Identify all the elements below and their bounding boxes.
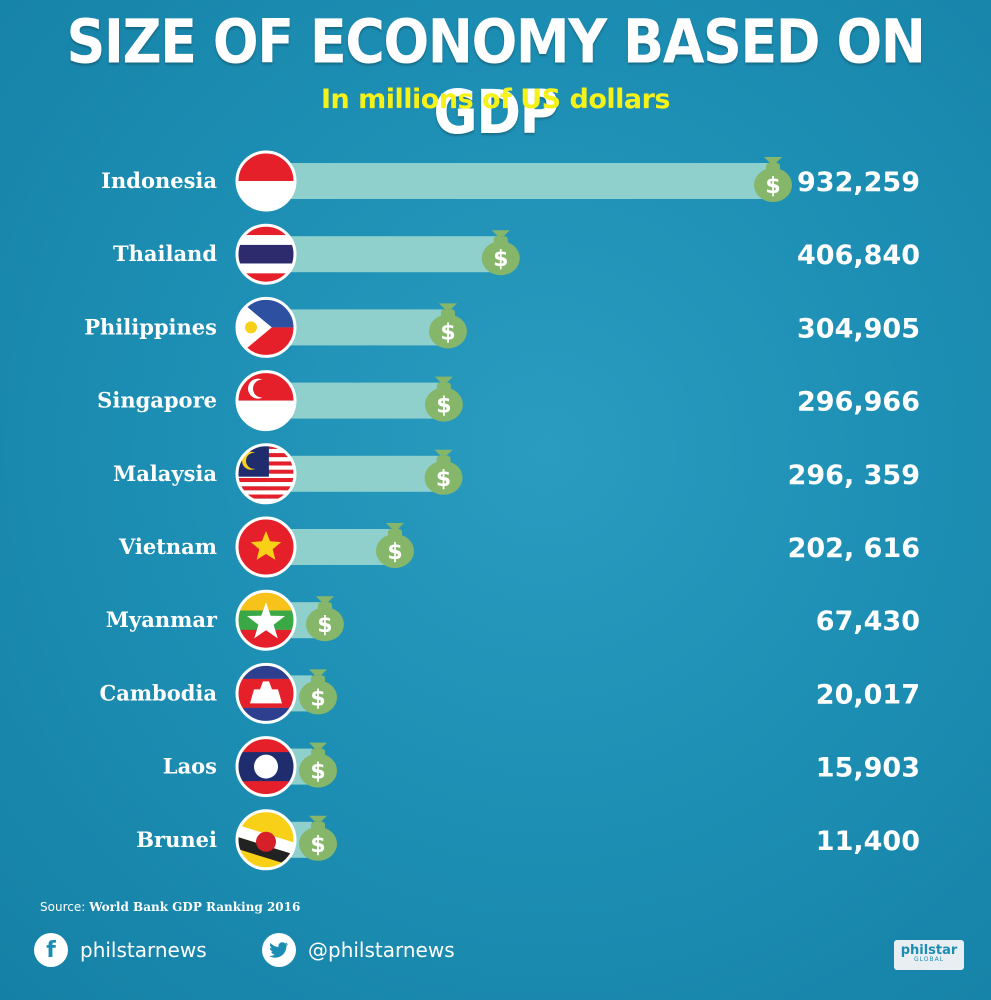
myanmar-flag: [235, 589, 297, 651]
bar-row: Philippines $304,905: [84, 296, 920, 358]
category-label: Vietnam: [118, 534, 217, 559]
moneybag-icon: $: [305, 596, 344, 642]
svg-text:$: $: [310, 833, 325, 858]
moneybag-icon: $: [299, 815, 337, 861]
source-prefix: Source:: [40, 900, 86, 914]
value-label: 202, 616: [788, 533, 920, 564]
moneybag-icon: $: [424, 376, 463, 422]
value-label: 296, 359: [788, 460, 920, 491]
chart-title: SIZE OF ECONOMY BASED ON GDP: [66, 6, 926, 148]
indonesia-flag: [235, 150, 297, 212]
svg-text:$: $: [765, 174, 780, 199]
twitter-link[interactable]: @philstarnews: [262, 932, 455, 968]
moneybag-icon: $: [481, 230, 520, 276]
bar-row: Singapore $296,966: [97, 370, 920, 432]
bar-row: Laos $15,903: [163, 736, 920, 798]
brunei-flag: [235, 809, 297, 871]
value-label: 15,903: [816, 753, 920, 784]
value-label: 20,017: [816, 679, 920, 710]
malaysia-flag: [235, 443, 297, 505]
category-label: Singapore: [97, 388, 217, 413]
twitter-icon: [262, 933, 296, 967]
value-label: 304,905: [797, 313, 920, 344]
bar-row: Brunei $11,400: [136, 809, 920, 871]
category-label: Philippines: [84, 314, 217, 339]
category-label: Indonesia: [101, 168, 217, 193]
svg-text:$: $: [310, 760, 325, 785]
value-label: 11,400: [816, 826, 920, 857]
svg-text:$: $: [317, 613, 332, 638]
thailand-flag: [235, 223, 297, 285]
value-label: 406,840: [797, 240, 920, 271]
bar-row: Vietnam $202, 616: [118, 516, 920, 578]
laos-flag: [235, 736, 297, 798]
value-label: 296,966: [797, 387, 920, 418]
moneybag-icon: $: [754, 157, 792, 202]
svg-text:$: $: [310, 686, 325, 711]
facebook-icon: f: [34, 933, 68, 967]
category-label: Thailand: [113, 241, 217, 266]
vietnam-flag: [235, 516, 297, 578]
bar-row: Cambodia $20,017: [100, 662, 920, 724]
value-label: 932,259: [797, 167, 920, 198]
bar: [266, 236, 501, 273]
bar: [266, 163, 773, 199]
facebook-handle: philstarnews: [80, 938, 207, 962]
category-label: Brunei: [136, 827, 217, 852]
category-label: Malaysia: [113, 461, 217, 486]
logo-line1: philstar: [900, 943, 958, 958]
svg-text:$: $: [436, 467, 451, 492]
bar-row: Myanmar $67,430: [106, 589, 920, 651]
source-note: Source: World Bank GDP Ranking 2016: [40, 900, 300, 914]
value-label: 67,430: [816, 606, 920, 637]
twitter-handle: @philstarnews: [308, 938, 455, 962]
bar-row: Thailand $406,840: [113, 223, 920, 285]
moneybag-icon: $: [299, 669, 337, 715]
facebook-link[interactable]: f philstarnews: [34, 932, 207, 968]
logo-line2: GLOBAL: [913, 956, 945, 963]
moneybag-icon: $: [375, 523, 414, 568]
moneybag-icon: $: [428, 303, 467, 349]
svg-text:$: $: [440, 320, 455, 345]
singapore-flag: [235, 370, 297, 432]
bar-row: Malaysia $296, 359: [113, 443, 920, 505]
philstar-logo: philstar GLOBAL: [894, 940, 964, 970]
source-name: World Bank GDP Ranking 2016: [89, 900, 301, 914]
chart-subtitle: In millions of US dollars: [320, 84, 671, 115]
cambodia-flag: [235, 662, 297, 724]
moneybag-icon: $: [299, 742, 337, 788]
svg-text:$: $: [493, 247, 508, 272]
svg-text:$: $: [436, 394, 451, 419]
philippines-flag: [235, 296, 297, 358]
category-label: Laos: [163, 754, 217, 779]
moneybag-icon: $: [424, 449, 463, 495]
category-label: Cambodia: [100, 680, 218, 705]
svg-text:$: $: [387, 540, 402, 565]
bar-row: Indonesia $932,259: [101, 150, 920, 212]
category-label: Myanmar: [106, 607, 218, 632]
